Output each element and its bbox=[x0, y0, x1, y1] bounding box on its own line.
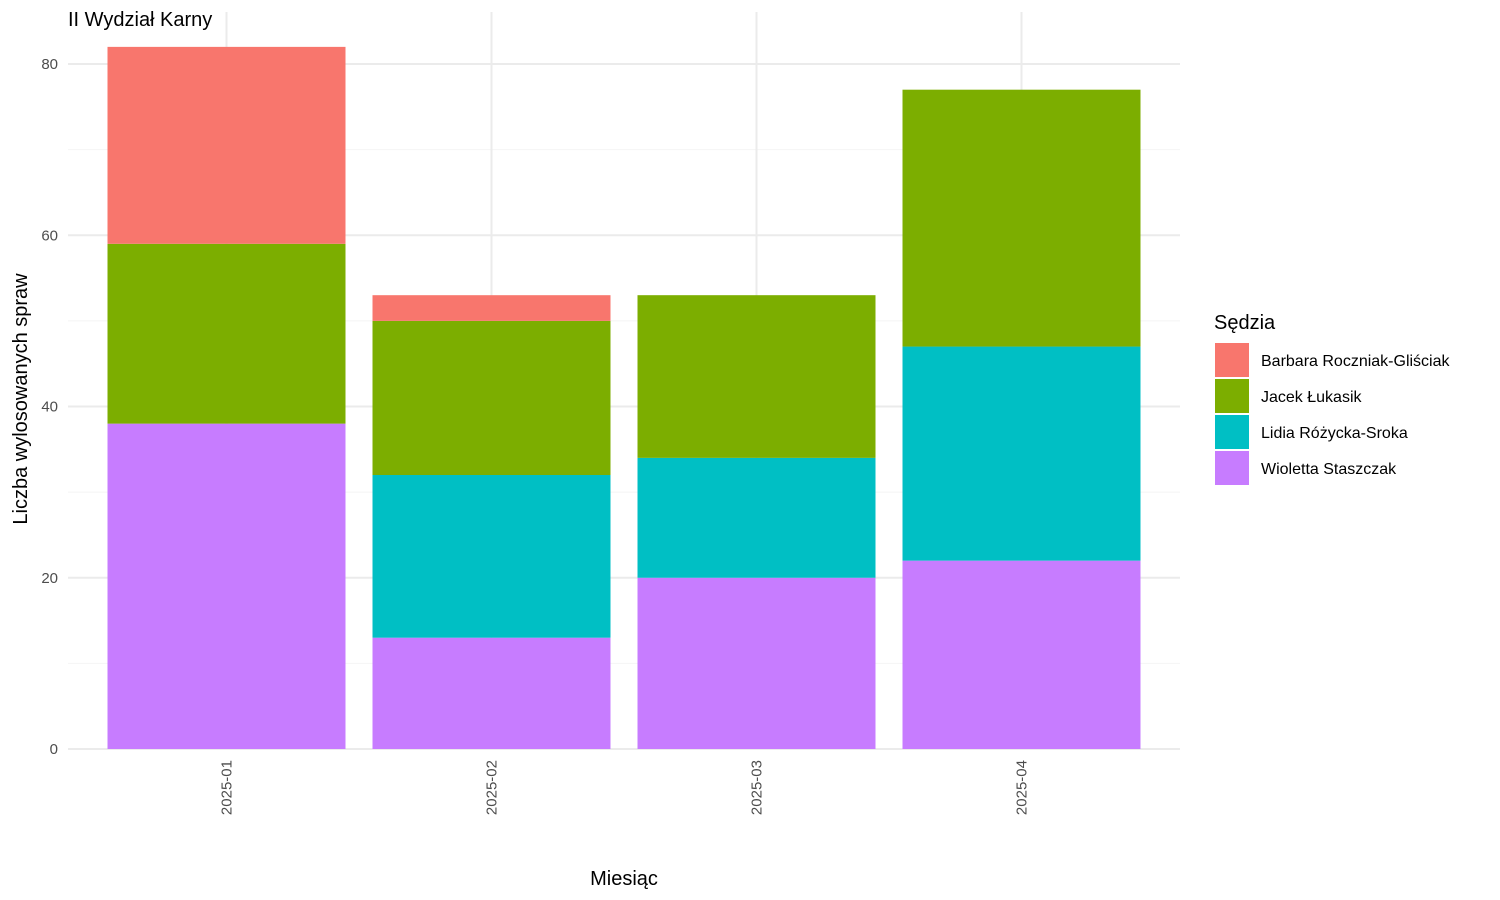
legend-label: Lidia Różycka-Sroka bbox=[1261, 425, 1408, 442]
legend-swatch bbox=[1215, 415, 1249, 449]
bar-segment bbox=[107, 46, 346, 244]
y-tick-label: 20 bbox=[41, 570, 58, 587]
y-tick-label: 40 bbox=[41, 399, 58, 416]
y-axis: 0 20 40 60 80 bbox=[41, 56, 58, 758]
x-tick-label: 2025-02 bbox=[484, 760, 501, 815]
x-axis: 2025-01 2025-02 2025-03 2025-04 bbox=[219, 760, 1031, 815]
y-tick-label: 60 bbox=[41, 227, 58, 244]
bar-segment bbox=[902, 560, 1141, 749]
bar-segment bbox=[902, 89, 1141, 347]
x-axis-title: Miesiąc bbox=[590, 868, 658, 890]
legend-title: Sędzia bbox=[1214, 312, 1276, 334]
bar-segment bbox=[372, 295, 611, 321]
legend-swatch bbox=[1215, 451, 1249, 485]
y-tick-label: 0 bbox=[50, 741, 58, 758]
bar-segment bbox=[107, 423, 346, 749]
bar-segment bbox=[902, 346, 1141, 561]
chart-title: II Wydział Karny bbox=[68, 9, 212, 31]
bar-segment bbox=[372, 637, 611, 749]
legend-swatch bbox=[1215, 343, 1249, 377]
x-tick-label: 2025-01 bbox=[219, 760, 236, 815]
bar-segment bbox=[637, 577, 876, 749]
legend-swatch bbox=[1215, 379, 1249, 413]
bar-segment bbox=[637, 457, 876, 578]
legend-label: Wioletta Staszczak bbox=[1261, 461, 1397, 478]
bars bbox=[107, 46, 1141, 749]
x-tick-label: 2025-04 bbox=[1014, 760, 1031, 815]
bar-segment bbox=[107, 243, 346, 424]
legend-label: Barbara Roczniak-Gliściak bbox=[1261, 353, 1451, 370]
bar-segment bbox=[372, 475, 611, 638]
legend-label: Jacek Łukasik bbox=[1261, 389, 1362, 406]
y-tick-label: 80 bbox=[41, 56, 58, 73]
bar-segment bbox=[372, 320, 611, 475]
legend: Sędzia Barbara Roczniak-Gliściak Jacek Łu… bbox=[1214, 312, 1451, 485]
bar-segment bbox=[637, 295, 876, 458]
y-axis-title: Liczba wylosowanych spraw bbox=[10, 273, 32, 525]
x-tick-label: 2025-03 bbox=[749, 760, 766, 815]
